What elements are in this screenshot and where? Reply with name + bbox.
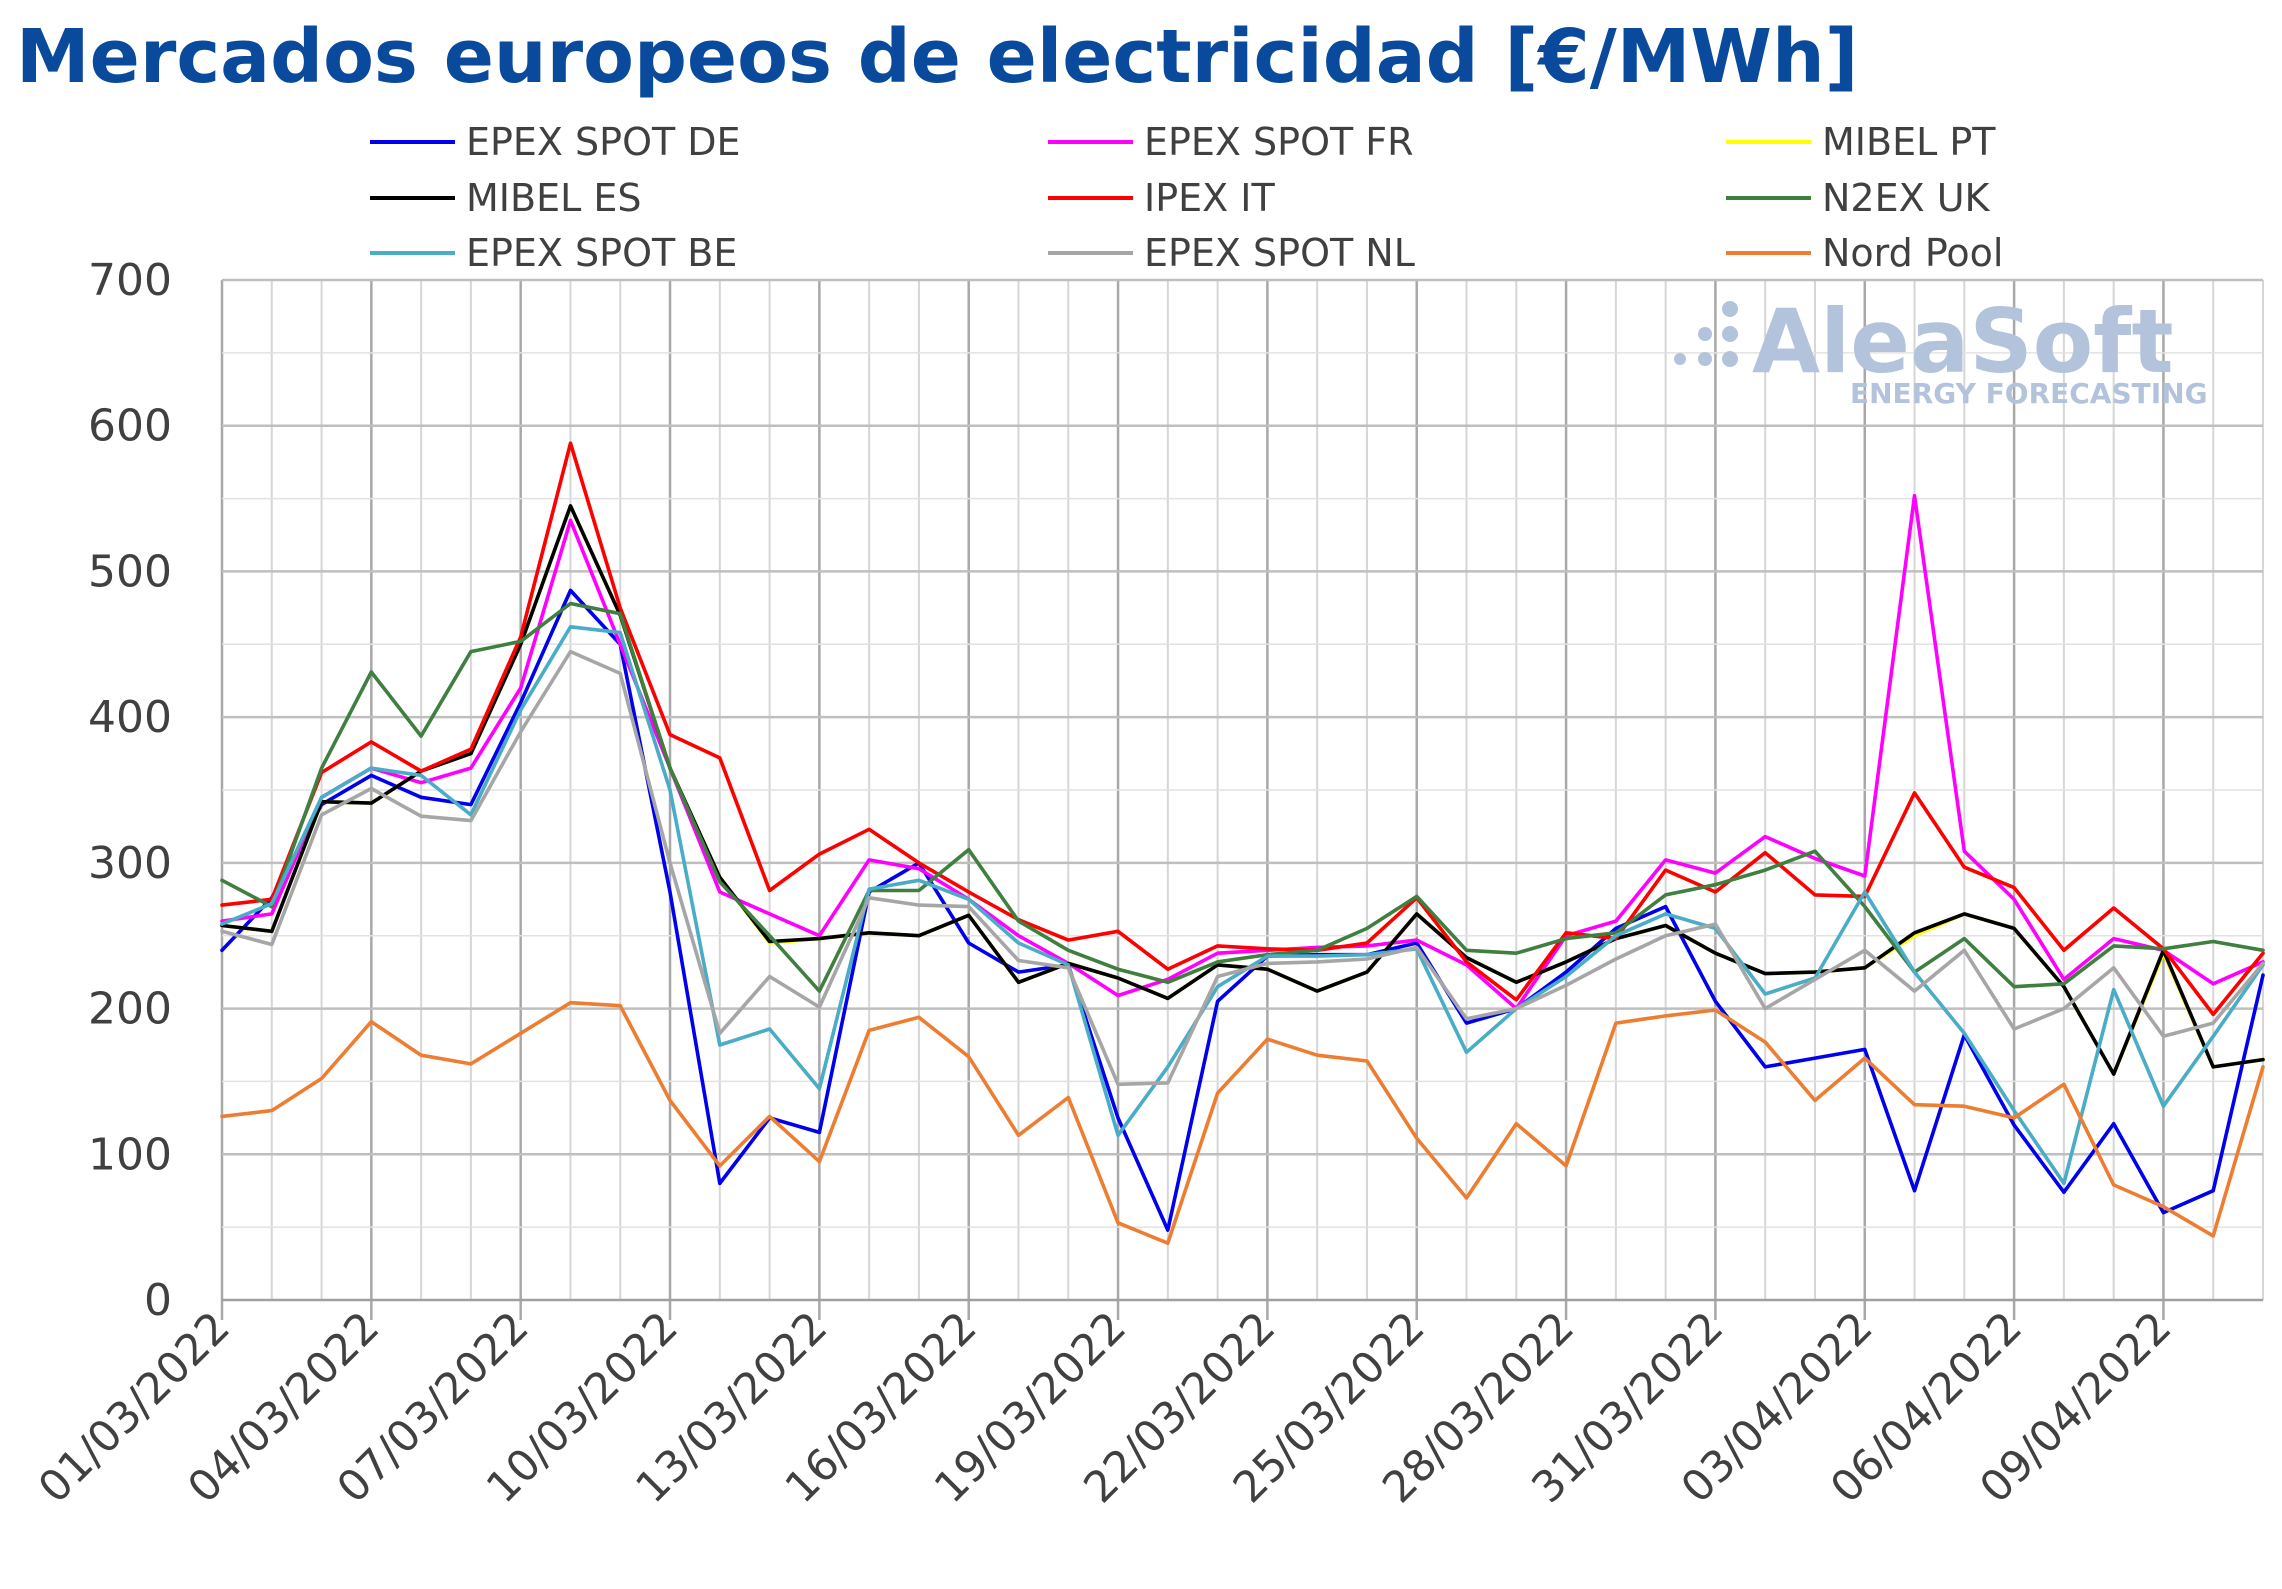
y-tick-label: 300	[88, 838, 172, 889]
series-line-n2ex-uk	[220, 601, 2265, 993]
legend-label-ipex-it: IPEX IT	[1144, 176, 1275, 220]
legend-label-n2ex-uk: N2EX UK	[1822, 176, 1991, 220]
legend-label-epex-spot-be: EPEX SPOT BE	[466, 231, 737, 275]
logo-dot	[1722, 326, 1738, 342]
y-axis: 0 100 200 300 400 500 600 700	[88, 255, 172, 1326]
logo-name: AleaSoft	[1752, 290, 2174, 393]
y-tick-label: 500	[88, 546, 172, 597]
series-lines	[220, 441, 2265, 1245]
logo-dot	[1698, 352, 1712, 366]
y-tick-label: 600	[88, 401, 172, 452]
series-line-ipex-it	[220, 441, 2265, 1017]
series-line-nord-pool	[220, 1000, 2265, 1245]
y-tick-label: 400	[88, 692, 172, 743]
series-line-epex-spot-fr	[220, 493, 2265, 1011]
legend-label-epex-spot-fr: EPEX SPOT FR	[1144, 120, 1414, 164]
y-tick-label: 700	[88, 255, 172, 306]
legend-label-epex-spot-nl: EPEX SPOT NL	[1144, 231, 1415, 275]
y-tick-label: 0	[144, 1275, 172, 1326]
logo-dot	[1698, 327, 1712, 341]
logo-dot	[1674, 353, 1686, 365]
legend-label-mibel-pt: MIBEL PT	[1822, 120, 1996, 164]
y-tick-label: 100	[88, 1129, 172, 1180]
legend-label-mibel-es: MIBEL ES	[466, 176, 641, 220]
chart-title: Mercados europeos de electricidad [€/MWh…	[16, 14, 1859, 100]
series-line-epex-spot-nl	[220, 649, 2265, 1087]
series-line-mibel-es	[220, 504, 2265, 1076]
legend-label-nord-pool: Nord Pool	[1822, 231, 2003, 275]
x-axis: 01/03/202204/03/202207/03/202210/03/2022…	[29, 1302, 2181, 1513]
logo-dot	[1722, 351, 1738, 367]
legend: EPEX SPOT DE EPEX SPOT FR MIBEL PT MIBEL ES…	[370, 120, 2003, 275]
logo-dot	[1722, 301, 1738, 317]
legend-label-epex-spot-de: EPEX SPOT DE	[466, 120, 741, 164]
aleasoft-logo: AleaSoft ENERGY FORECASTING	[1674, 290, 2208, 410]
y-tick-label: 200	[88, 984, 172, 1035]
gridlines	[220, 278, 2264, 1320]
logo-tagline: ENERGY FORECASTING	[1850, 377, 2208, 410]
